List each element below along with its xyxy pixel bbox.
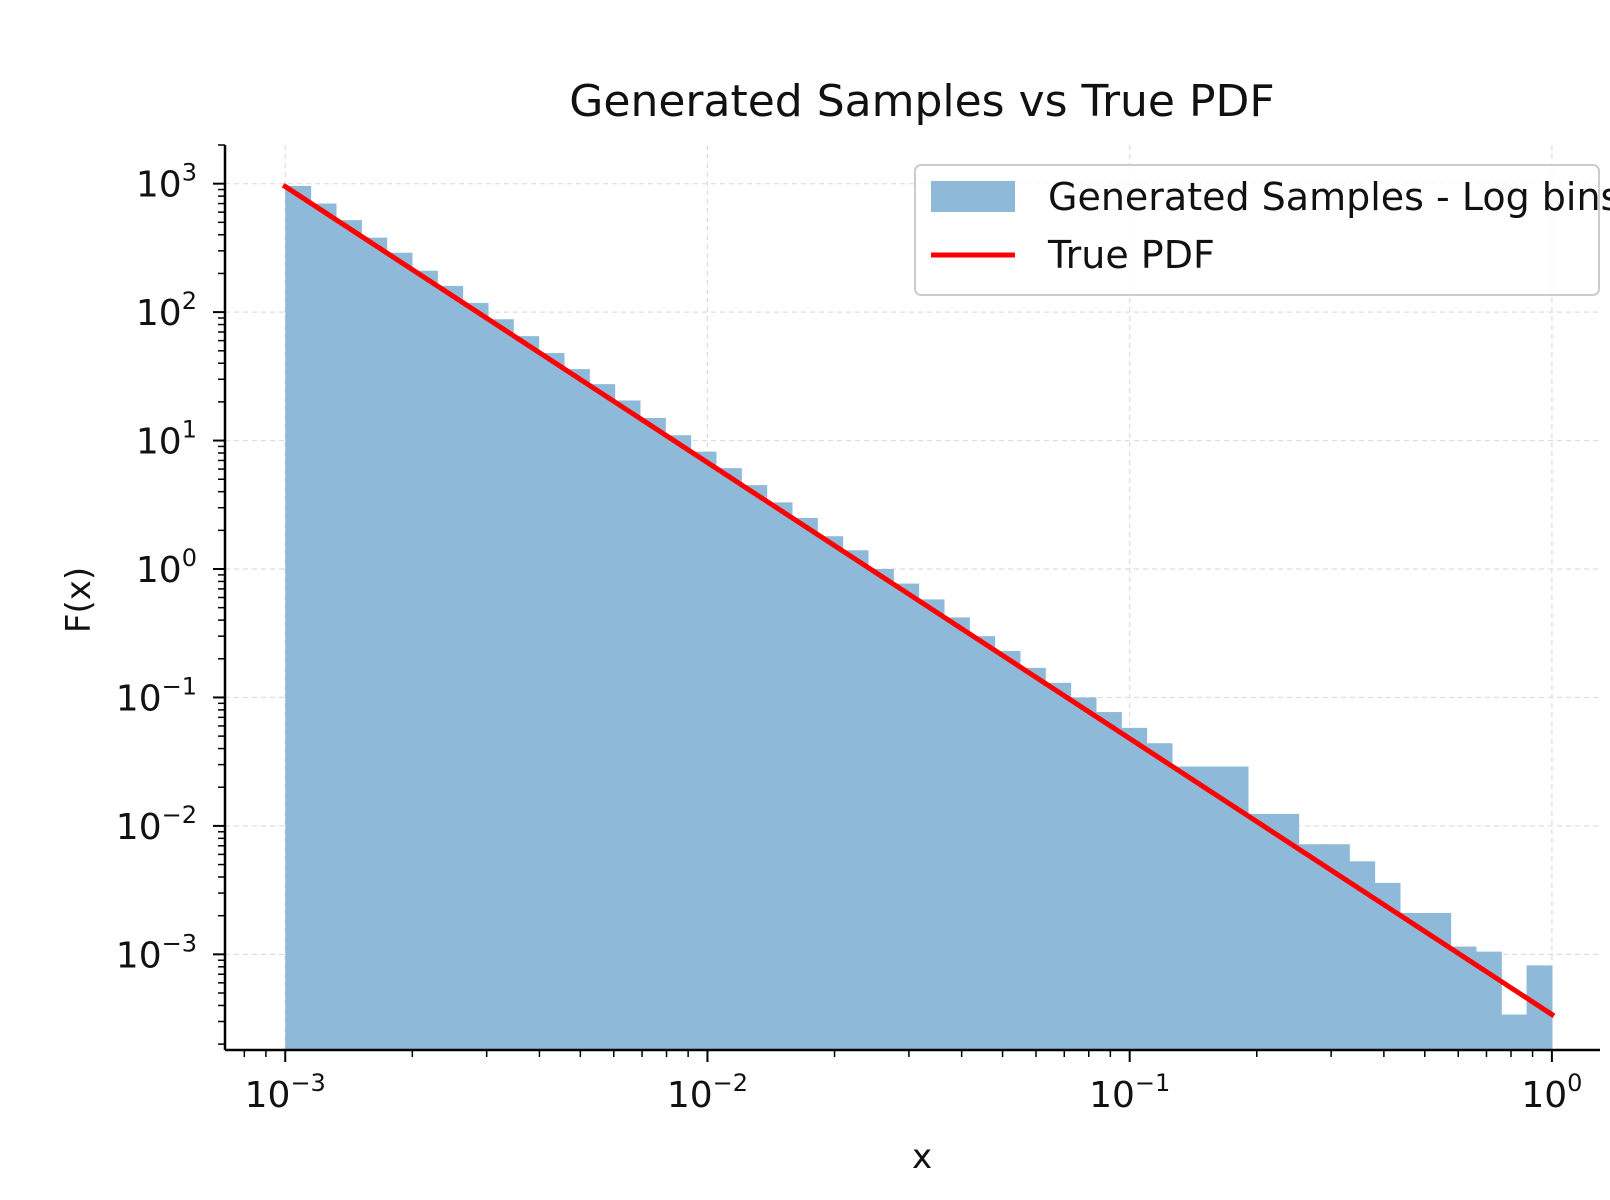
y-tick-label: 10−2 [116,801,197,848]
histogram-bar [1298,844,1325,1050]
histogram-bar [1247,813,1274,1050]
histogram-bar [943,617,970,1050]
histogram-bar [741,485,768,1050]
x-tick-label: 10−2 [667,1069,748,1116]
histogram-bar [513,336,540,1050]
y-tick-label: 10−3 [116,929,197,976]
x-axis-title: x [912,1137,932,1177]
histogram-bar [462,302,489,1050]
legend-label-histogram: Generated Samples - Log bins [1048,175,1610,219]
histogram-bar [1095,712,1122,1050]
histogram-bar [1045,682,1072,1050]
histogram-bar [639,417,666,1050]
histogram-bar [310,203,337,1050]
histogram-bar [1273,813,1300,1050]
axes-layer [213,144,1600,1062]
histogram-bar [487,319,514,1051]
y-tick-label: 101 [136,416,197,463]
histogram-bar [791,517,818,1050]
histogram-bar [893,583,920,1050]
histogram-bar [538,353,565,1050]
histogram-bar [766,502,793,1050]
histogram-bar [969,636,996,1050]
histogram-bar [589,384,616,1050]
histogram-bar [918,599,945,1050]
histogram-bar [1197,766,1224,1050]
legend-label-pdf: True PDF [1047,233,1215,277]
histogram-bar [361,237,388,1050]
y-tick-label: 103 [136,159,197,206]
pdf-line-layer [281,183,1556,1018]
x-tick-label: 10−1 [1089,1069,1170,1116]
histogram-bar [994,650,1021,1050]
histogram-bar [1070,697,1097,1050]
histogram-bar [842,550,869,1050]
legend-frame [914,164,1600,296]
histogram-bar [817,536,844,1050]
x-tick-label: 100 [1521,1069,1582,1116]
histogram-bar [1121,727,1148,1050]
histogram-bar [335,220,362,1050]
histogram-bar [867,569,894,1050]
legend: Generated Samples - Log bins True PDF [914,164,1610,296]
y-axis-title: F(x) [59,567,99,633]
y-tick-label: 100 [136,544,197,591]
histogram-bar [285,185,312,1051]
y-tick-label: 10−1 [116,672,197,719]
labels-layer: 10−3 10−2 10−1 100 103 102 101 100 10−1 10−2 10−3 [116,159,1583,1116]
histogram-bar [1501,1014,1528,1050]
histogram-bar [1171,766,1198,1050]
histogram-bar [1399,912,1426,1050]
histogram-bar [437,285,464,1050]
legend-swatch-histogram [931,181,1015,212]
histogram-bar [715,468,742,1050]
histogram-bar [411,270,438,1051]
histogram-bar [1146,743,1173,1050]
y-tick-label: 102 [136,287,197,334]
histogram-bar [665,435,692,1050]
histogram-bar [614,400,641,1050]
histogram-bar [386,252,413,1050]
chart-title: Generated Samples vs True PDF [569,76,1274,127]
histogram-bar [1019,667,1046,1050]
histogram-bars [285,185,1553,1051]
pdf-line [281,183,1556,1018]
x-tick-label: 10−3 [245,1069,326,1116]
histogram-bar [690,451,717,1051]
histogram-bar [563,369,590,1051]
